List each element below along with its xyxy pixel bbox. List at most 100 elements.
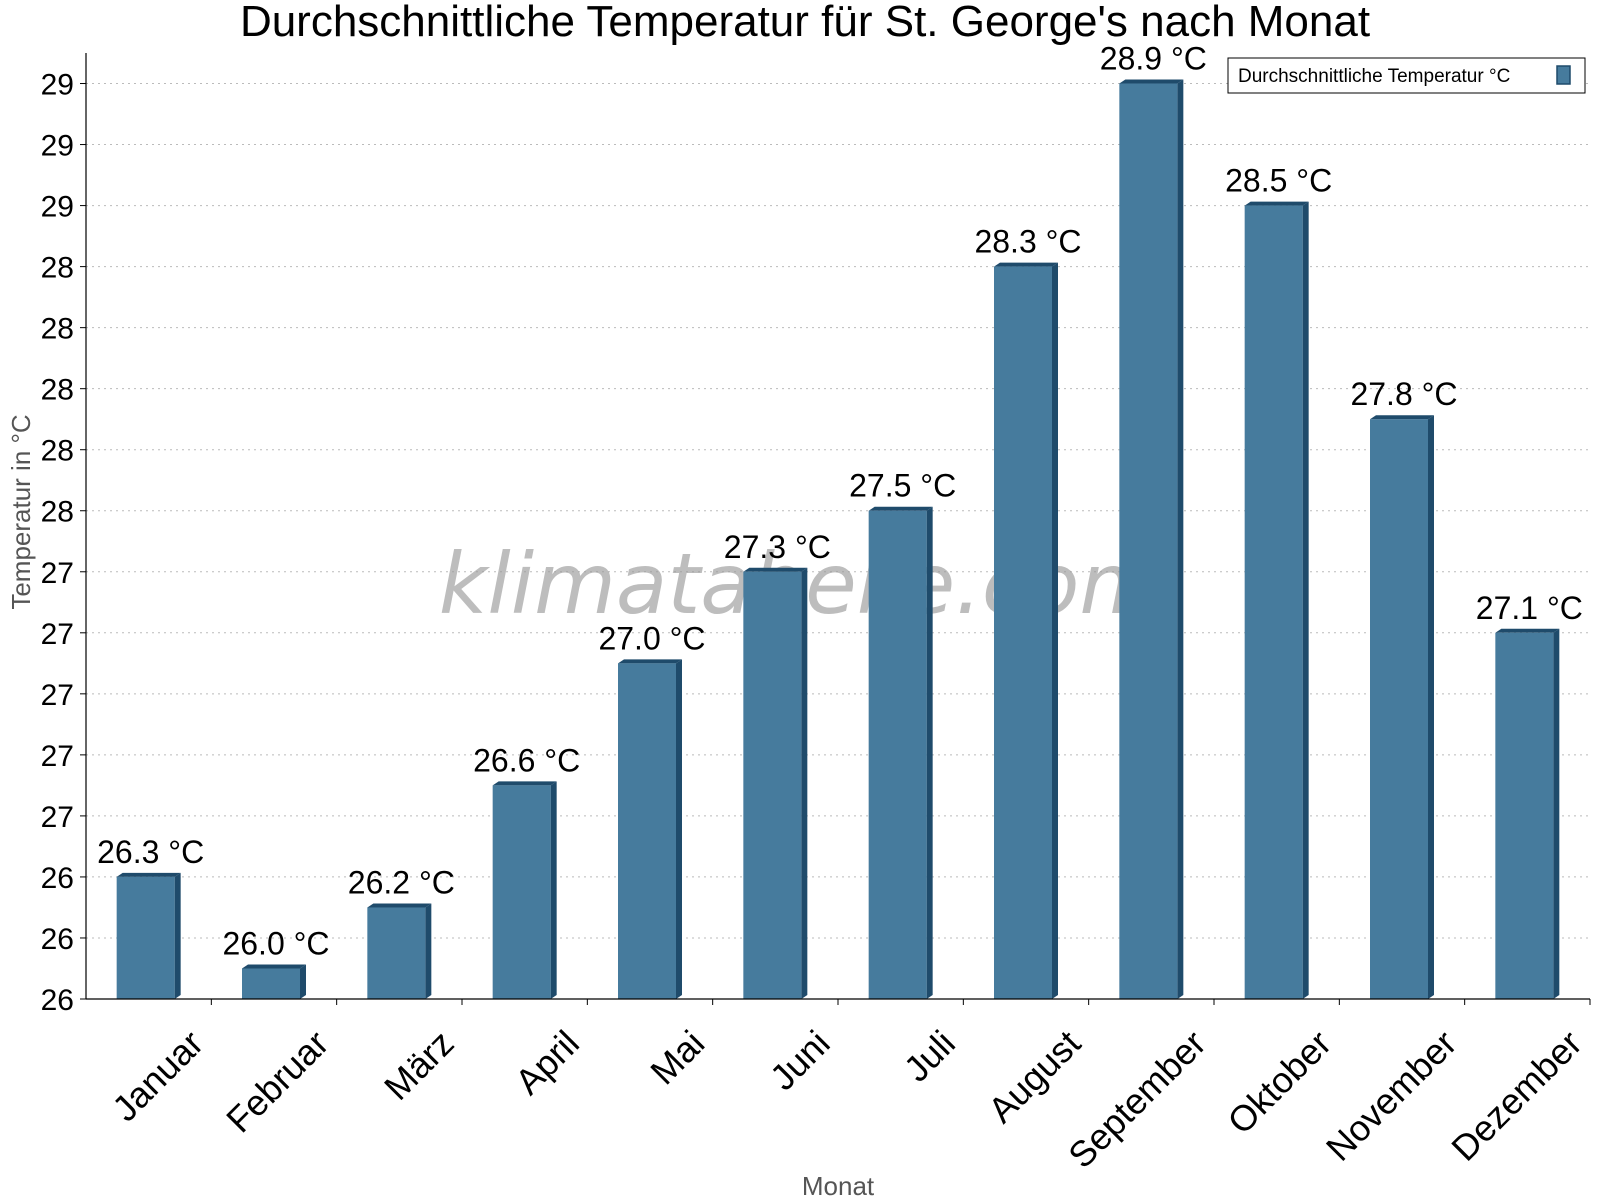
legend-box: [1227, 57, 1586, 94]
x-tick-label: September: [1060, 1022, 1214, 1176]
y-tick-label: 26: [41, 923, 74, 956]
data-label: 28.3 °C: [974, 224, 1081, 260]
x-tick-label: Oktober: [1219, 1022, 1339, 1142]
data-label: 28.5 °C: [1225, 163, 1332, 199]
bar-front: [868, 510, 927, 999]
bar-top: [1370, 415, 1434, 420]
bar-top: [1244, 201, 1309, 206]
bar-dezember: [1495, 628, 1560, 999]
x-tick-label: Dezember: [1443, 1022, 1589, 1168]
bar-juli: [868, 506, 933, 999]
y-tick-label: 28: [41, 435, 74, 468]
bar-top: [618, 659, 682, 664]
y-tick-label: 29: [41, 69, 74, 102]
x-tick-label: März: [376, 1022, 462, 1108]
x-tick-label: Juli: [896, 1022, 963, 1089]
y-tick-label: 26: [41, 984, 74, 1017]
chart-title: Durchschnittliche Temperatur für St. Geo…: [240, 0, 1370, 46]
data-label: 27.1 °C: [1476, 590, 1583, 626]
data-label: 27.8 °C: [1350, 376, 1457, 412]
y-tick-label: 28: [41, 313, 74, 346]
bar-top: [492, 781, 557, 786]
y-axis-label: Temperatur in °C: [6, 414, 36, 609]
bar-august: [994, 262, 1058, 999]
x-tick-label: April: [507, 1022, 587, 1102]
bar-front: [1119, 83, 1178, 1000]
y-tick-label: 27: [41, 740, 74, 773]
legend: Durchschnittliche Temperatur °C: [1227, 57, 1586, 94]
bar-juni: [743, 567, 808, 999]
x-tick-label: Februar: [218, 1022, 336, 1140]
data-label: 28.9 °C: [1100, 41, 1207, 77]
y-tick-label: 28: [41, 496, 74, 529]
bar-februar: [242, 964, 306, 999]
bar-top: [116, 872, 181, 877]
data-label: 26.6 °C: [473, 742, 580, 778]
bar-april: [492, 781, 557, 999]
y-tick-label: 27: [41, 557, 74, 590]
bar-november: [1370, 415, 1434, 999]
data-label: 27.3 °C: [724, 529, 831, 565]
bar-side: [300, 964, 306, 999]
bar-side: [550, 781, 557, 999]
bar-mai: [618, 659, 682, 999]
bar-side: [425, 903, 432, 999]
x-tick-label: November: [1318, 1022, 1464, 1168]
bar-top: [242, 964, 306, 969]
data-label: 26.3 °C: [97, 834, 204, 870]
bar-top: [868, 506, 933, 511]
bar-top: [1495, 628, 1560, 633]
y-tick-label: 27: [41, 679, 74, 712]
data-label: 27.0 °C: [598, 620, 705, 656]
bar-september: [1119, 79, 1184, 1000]
data-label: 26.0 °C: [222, 925, 329, 961]
y-tick-labels: 26 26 26 27 27 27 27 27 28 28 28 28 28 29 29 29: [41, 69, 86, 1017]
bar-oktober: [1244, 201, 1309, 1000]
y-tick-label: 29: [41, 191, 74, 224]
y-tick-label: 27: [41, 618, 74, 651]
bar-side: [1052, 262, 1058, 999]
axes: [85, 53, 1590, 1000]
bar-top: [994, 262, 1058, 267]
y-tick-label: 28: [41, 374, 74, 407]
data-label: 27.5 °C: [849, 468, 956, 504]
bar-front: [116, 876, 175, 999]
data-labels: 26.3 °C 26.0 °C 26.2 °C 26.6 °C 27.0 °C 27.3 …: [97, 41, 1583, 962]
y-tick-label: 26: [41, 862, 74, 895]
bar-side: [174, 872, 181, 999]
x-tick-label: Juni: [762, 1022, 838, 1098]
legend-label: Durchschnittliche Temperatur °C: [1238, 66, 1510, 87]
bar-side: [926, 506, 933, 999]
bar-top: [743, 567, 808, 572]
x-tick-label: Mai: [642, 1022, 712, 1092]
bar-side: [1302, 201, 1309, 1000]
bar-front: [743, 571, 802, 999]
bar-side: [1428, 415, 1434, 999]
bar-januar: [116, 872, 181, 999]
bar-märz: [367, 903, 432, 999]
y-tick-label: 28: [41, 252, 74, 285]
bar-front: [242, 968, 300, 999]
bar-side: [1177, 79, 1184, 1000]
x-tick-label: Januar: [104, 1022, 211, 1129]
bar-front: [1244, 205, 1303, 1000]
bar-front: [618, 663, 676, 999]
x-tick-label: August: [980, 1022, 1088, 1130]
data-label: 26.2 °C: [348, 864, 455, 900]
bar-side: [676, 659, 682, 999]
legend-swatch: [1556, 65, 1571, 85]
bar-front: [367, 907, 426, 999]
bar-side: [801, 567, 808, 999]
bar-top: [367, 903, 432, 908]
y-tick-label: 29: [41, 130, 74, 163]
x-axis-label: Monat: [802, 1171, 875, 1200]
x-tick-labels: Januar Februar März April Mai Juni Juli AugustS…: [104, 999, 1591, 1176]
bar-front: [994, 266, 1052, 999]
bar-front: [1370, 419, 1428, 999]
gridlines: [86, 83, 1590, 939]
bar-front: [492, 785, 551, 999]
bar-top: [1119, 79, 1184, 84]
bars: [116, 79, 1560, 1000]
bar-front: [1495, 632, 1554, 999]
